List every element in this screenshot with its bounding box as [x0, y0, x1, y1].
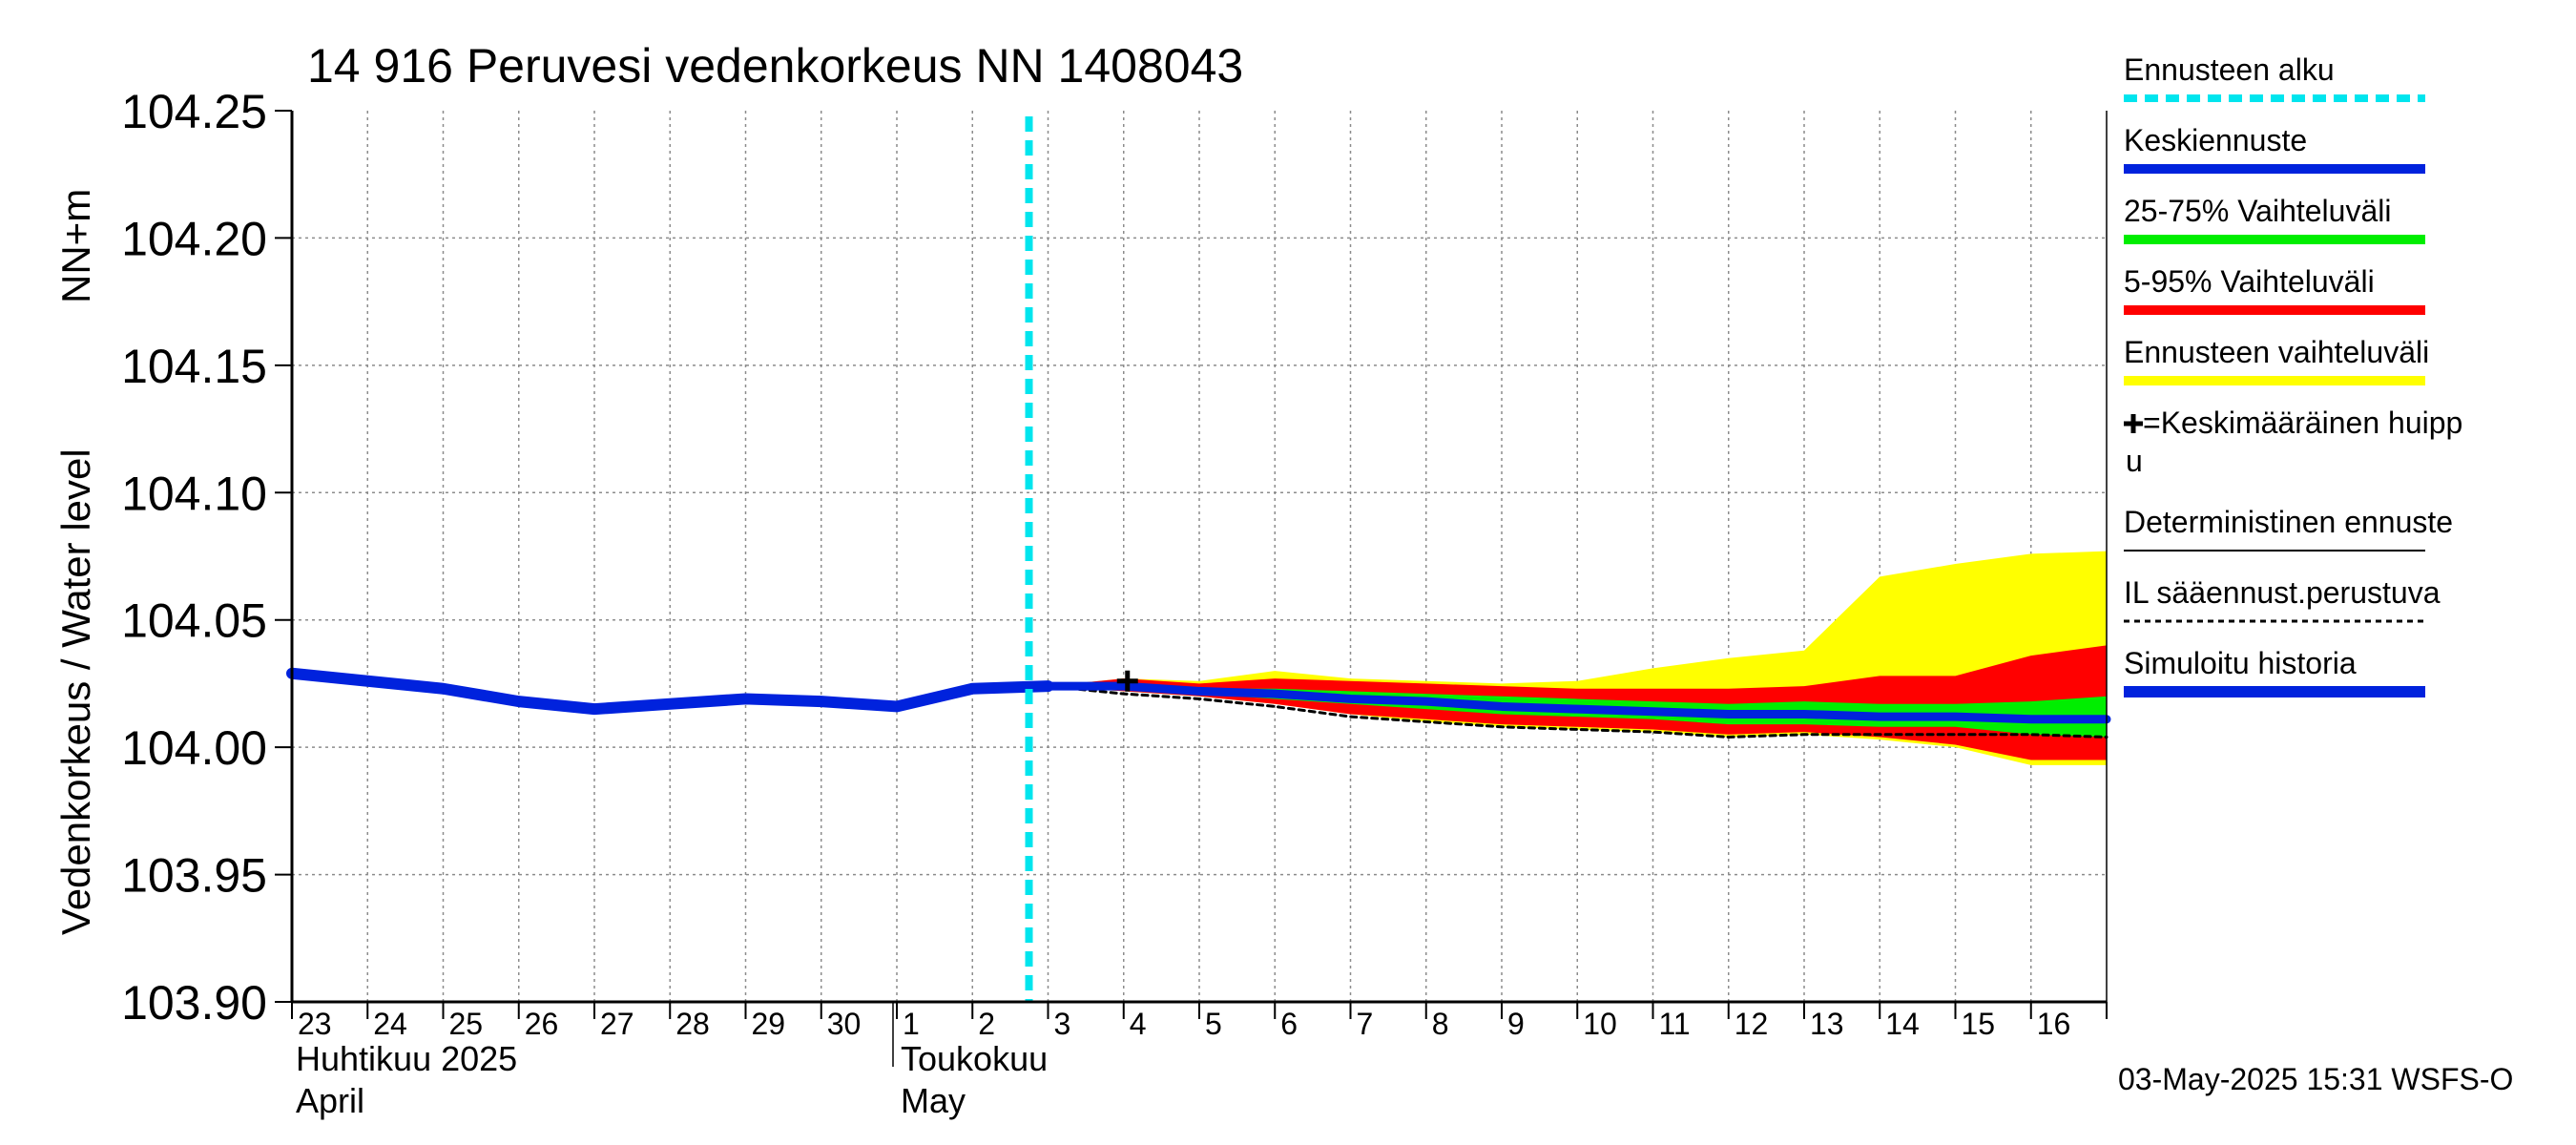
legend-item: 5-95% Vaihteluväli: [2124, 264, 2425, 315]
legend-label: IL sääennust.perustuva: [2124, 575, 2441, 610]
y-tick-label: 103.95: [121, 849, 267, 903]
x-tick-label: 29: [752, 1007, 786, 1041]
timestamp: 03-May-2025 15:31 WSFS-O: [2118, 1062, 2513, 1096]
x-tick-label: 13: [1810, 1007, 1844, 1041]
month-label-fi: Toukokuu: [901, 1039, 1048, 1078]
x-tick-label: 2: [978, 1007, 995, 1041]
x-tick-label: 25: [449, 1007, 484, 1041]
x-tick-label: 16: [2037, 1007, 2071, 1041]
simulated-history-line: [286, 667, 1054, 716]
legend-label: =Keskimääräinen huipp: [2143, 406, 2462, 440]
legend-item: Ennusteen alku: [2124, 52, 2425, 102]
legend-label: Ennusteen vaihteluväli: [2124, 335, 2429, 369]
month-label-en: May: [901, 1081, 966, 1120]
month-label-fi: Huhtikuu 2025: [296, 1039, 517, 1078]
legend: Ennusteen alku Keskiennuste 25-75% Vaihtel…: [2124, 52, 2462, 697]
x-tick-label: 9: [1507, 1007, 1525, 1041]
series-lines: [286, 116, 2111, 1002]
x-tick-label: 11: [1659, 1007, 1691, 1041]
x-tick-label: 15: [1962, 1007, 1996, 1041]
y-axis-label: Vedenkorkeus / Water level: [53, 448, 98, 935]
tick-labels: 23 24 25 26 27 28 29 30 1 2 3 4 5 6 7 8 9 10 11 12 13 14 15 161…: [121, 85, 2070, 1120]
legend-label: Deterministinen ennuste: [2124, 505, 2453, 539]
grid: [292, 111, 2107, 1002]
legend-item: 25-75% Vaihteluväli: [2124, 194, 2425, 244]
x-tick-label: 30: [827, 1007, 862, 1041]
x-tick-label: 5: [1205, 1007, 1222, 1041]
x-tick-label: 23: [298, 1007, 332, 1041]
y-tick-label: 104.25: [121, 85, 267, 138]
x-tick-label: 14: [1885, 1007, 1920, 1041]
y-axis-unit-label: NN+m: [53, 189, 98, 303]
mean-peak-icon: [2124, 414, 2143, 433]
x-tick-label: 3: [1054, 1007, 1071, 1041]
legend-item: Simuloitu historia: [2124, 646, 2425, 697]
legend-item: Deterministinen ennuste: [2124, 505, 2453, 552]
legend-item: Keskiennuste: [2124, 123, 2425, 174]
legend-label: Simuloitu historia: [2124, 646, 2357, 680]
x-tick-label: 1: [903, 1007, 920, 1041]
legend-label: 25-75% Vaihteluväli: [2124, 194, 2391, 228]
x-tick-label: 8: [1432, 1007, 1449, 1041]
mean-peak-marker: [1116, 670, 1138, 692]
x-tick-label: 4: [1130, 1007, 1147, 1041]
y-tick-label: 104.00: [121, 721, 267, 775]
y-tick-label: 104.15: [121, 340, 267, 393]
y-tick-label: 104.10: [121, 467, 267, 520]
x-tick-label: 26: [525, 1007, 559, 1041]
x-tick-label: 7: [1357, 1007, 1374, 1041]
legend-item: Ennusteen vaihteluväli: [2124, 335, 2429, 385]
month-label-en: April: [296, 1081, 364, 1120]
x-tick-label: 24: [373, 1007, 407, 1041]
x-tick-label: 27: [600, 1007, 634, 1041]
weather-forecast-line: [1047, 684, 2109, 739]
axes: [275, 110, 2108, 1067]
chart-title: 14 916 Peruvesi vedenkorkeus NN 1408043: [307, 39, 1243, 93]
markers: [1116, 670, 1138, 692]
legend-label-wrap: u: [2126, 444, 2143, 478]
y-tick-label: 104.20: [121, 212, 267, 265]
x-tick-label: 28: [675, 1007, 710, 1041]
y-tick-label: 104.05: [121, 594, 267, 648]
y-tick-label: 103.90: [121, 976, 267, 1030]
x-tick-label: 12: [1735, 1007, 1769, 1041]
legend-label: Keskiennuste: [2124, 123, 2307, 157]
x-tick-label: 10: [1583, 1007, 1617, 1041]
legend-item: IL sääennust.perustuva: [2124, 575, 2441, 623]
legend-label: Ennusteen alku: [2124, 52, 2335, 87]
legend-label: 5-95% Vaihteluväli: [2124, 264, 2375, 299]
mean-forecast-line: [1044, 681, 2111, 724]
x-tick-label: 6: [1280, 1007, 1298, 1041]
